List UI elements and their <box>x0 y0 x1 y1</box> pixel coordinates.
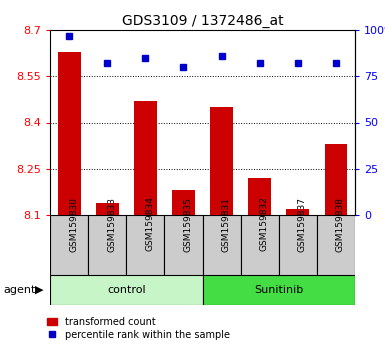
Bar <box>50 215 88 275</box>
Bar <box>134 101 157 215</box>
Bar <box>96 203 119 215</box>
Text: GSM159830: GSM159830 <box>69 196 78 251</box>
Bar <box>203 275 355 305</box>
Text: GSM159833: GSM159833 <box>107 196 116 251</box>
Bar <box>126 215 164 275</box>
Bar <box>50 275 203 305</box>
Text: agent: agent <box>4 285 36 295</box>
Bar <box>248 178 271 215</box>
Text: GSM159835: GSM159835 <box>183 196 192 251</box>
Bar <box>325 144 347 215</box>
Bar <box>58 52 80 215</box>
Bar <box>210 107 233 215</box>
Text: control: control <box>107 285 146 295</box>
Title: GDS3109 / 1372486_at: GDS3109 / 1372486_at <box>122 13 283 28</box>
Bar <box>203 215 241 275</box>
Bar <box>164 215 203 275</box>
Text: Sunitinib: Sunitinib <box>254 285 303 295</box>
Text: ▶: ▶ <box>35 285 43 295</box>
Text: GSM159832: GSM159832 <box>260 196 269 251</box>
Text: GSM159834: GSM159834 <box>145 196 154 251</box>
Bar <box>88 215 126 275</box>
Bar <box>279 215 317 275</box>
Bar <box>241 215 279 275</box>
Text: GSM159837: GSM159837 <box>298 196 307 251</box>
Text: GSM159838: GSM159838 <box>336 196 345 251</box>
Bar <box>172 190 195 215</box>
Bar <box>286 209 309 215</box>
Bar <box>317 215 355 275</box>
Legend: transformed count, percentile rank within the sample: transformed count, percentile rank withi… <box>47 317 230 340</box>
Text: GSM159831: GSM159831 <box>221 196 231 251</box>
